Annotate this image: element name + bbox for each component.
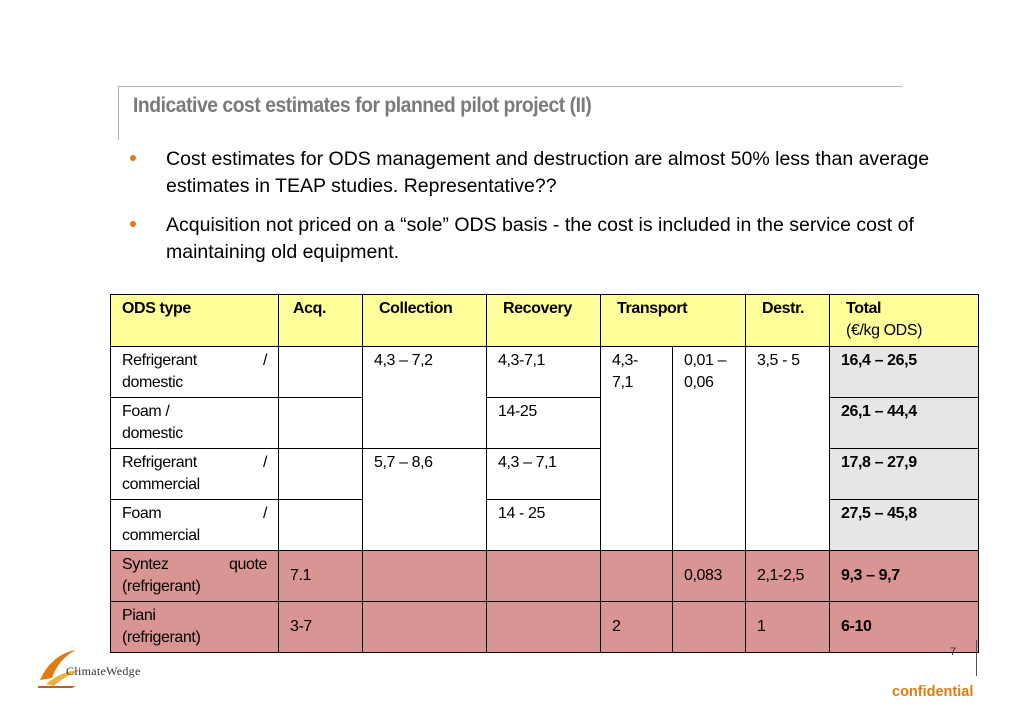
row-label-part: quote: [228, 556, 267, 573]
cell-destr: 2,1-2,5: [745, 550, 831, 602]
table-row: Refrigerant / commercial 5,7 – 8,6 4,3 – …: [110, 448, 980, 551]
cell-acq: [278, 346, 363, 398]
cell-recovery: 14-25: [486, 397, 601, 449]
bullet-text: Acquisition not priced on a “sole” ODS b…: [166, 214, 914, 263]
row-label: Syntez quote (refrigerant): [110, 550, 279, 602]
row-label: Foam / domestic: [110, 397, 279, 449]
cell-total: 27,5 – 45,8: [829, 499, 980, 551]
cell-acq: [278, 448, 363, 500]
header-acq: Acq.: [278, 294, 363, 347]
title-vertical-rule: [118, 86, 119, 140]
slide-title: Indicative cost estimates for planned pi…: [133, 94, 592, 117]
logo-text: ClimateWedge: [66, 664, 141, 678]
header-total: Total (€/kg ODS): [829, 294, 980, 347]
header-total-unit: (€/kg ODS): [846, 322, 923, 339]
bullet-item: Cost estimates for ODS management and de…: [130, 146, 960, 200]
row-label-part: Foam: [122, 505, 162, 522]
cell-acq: [278, 499, 363, 551]
header-total-label: Total: [846, 300, 882, 317]
row-label-part: Piani: [122, 607, 156, 624]
page-number: 7: [950, 646, 957, 658]
cell-destr: 3,5 - 5: [745, 346, 831, 551]
cell-collection: [362, 550, 487, 602]
cell-total: 9,3 – 9,7: [829, 550, 980, 602]
cell-total: 26,1 – 44,4: [829, 397, 980, 449]
climatewedge-logo-icon: [38, 650, 82, 688]
header-transport: Transport: [599, 294, 747, 347]
table-row-highlight: Piani (refrigerant) 3-7 2 1 6-10: [110, 601, 980, 653]
row-label-part: Refrigerant: [122, 454, 197, 471]
cell-recovery: [486, 550, 601, 602]
row-label-part: (refrigerant): [122, 629, 201, 646]
row-label-part: Foam /: [122, 403, 170, 420]
cell-total: 17,8 – 27,9: [829, 448, 980, 500]
row-label: Foam / commercial: [110, 499, 279, 551]
row-label: Refrigerant / domestic: [110, 346, 279, 398]
cell-destr: 1: [745, 601, 831, 653]
table-row-highlight: Syntez quote (refrigerant) 7.1 0,083 2,1-…: [110, 550, 980, 602]
cell-total: 6-10: [829, 601, 980, 653]
header-destr: Destr.: [745, 294, 831, 347]
row-label-part: Syntez: [122, 556, 169, 573]
cell-transport-a: 2: [600, 601, 673, 653]
cell-collection: [362, 601, 487, 653]
header-ods-type: ODS type: [110, 294, 279, 347]
cell-recovery: 4,3-7,1: [486, 346, 601, 398]
table-row: Foam / commercial 14 - 25 27,5 – 45,8: [110, 499, 980, 551]
row-label-part: domestic: [122, 374, 183, 391]
table-header-row: ODS type Acq. Collection Recovery Transp…: [110, 294, 980, 347]
cell-collection-domestic: 4,3 – 7,2: [362, 346, 487, 449]
confidential-label: confidential: [892, 684, 974, 700]
table-row: Refrigerant / domestic 4,3 – 7,2 4,3-7,1 …: [110, 346, 980, 551]
row-label: Refrigerant / commercial: [110, 448, 279, 500]
cell-acq: [278, 397, 363, 449]
bullet-dot-icon: [130, 155, 136, 161]
cell-recovery: [486, 601, 601, 653]
row-label-part: commercial: [122, 476, 200, 493]
cell-transport-b: 0,083: [671, 550, 747, 602]
title-rule: [118, 86, 902, 87]
row-label-part: (refrigerant): [122, 578, 201, 595]
cell-acq: 7.1: [278, 550, 363, 602]
bullet-list: Cost estimates for ODS management and de…: [130, 146, 960, 278]
cell-total: 16,4 – 26,5: [829, 346, 980, 398]
row-label-part: Refrigerant: [122, 352, 197, 369]
cell-transport-b: 0,01 – 0,06: [671, 346, 747, 551]
cost-table: ODS type Acq. Collection Recovery Transp…: [110, 294, 980, 653]
row-label-slash: /: [262, 454, 267, 471]
bullet-text: Cost estimates for ODS management and de…: [166, 148, 930, 197]
bullet-dot-icon: [130, 221, 136, 227]
cell-transport-b: [671, 601, 747, 653]
cell-transport-a: 4,3- 7,1: [600, 346, 673, 551]
row-label-part: commercial: [122, 527, 200, 544]
bullet-item: Acquisition not priced on a “sole” ODS b…: [130, 212, 960, 266]
cell-transport-a: [600, 550, 673, 602]
row-label-part: domestic: [122, 425, 183, 442]
page-vertical-rule: [976, 640, 977, 676]
row-label-slash: /: [262, 352, 267, 369]
row-label: Piani (refrigerant): [110, 601, 279, 653]
row-label-slash: /: [262, 505, 267, 522]
cell-recovery: 4,3 – 7,1: [486, 448, 601, 500]
cell-acq: 3-7: [278, 601, 363, 653]
table-row: Foam / domestic 14-25 26,1 – 44,4: [110, 397, 980, 449]
cell-collection-commercial: 5,7 – 8,6: [362, 448, 487, 551]
cell-recovery: 14 - 25: [486, 499, 601, 551]
header-recovery: Recovery: [486, 294, 601, 347]
header-collection: Collection: [362, 294, 487, 347]
